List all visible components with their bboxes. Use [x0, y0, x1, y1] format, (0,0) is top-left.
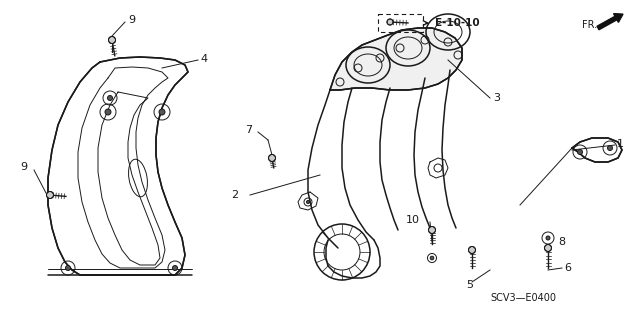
Circle shape: [546, 236, 550, 240]
Text: 1: 1: [617, 139, 624, 149]
Text: 8: 8: [558, 237, 565, 247]
Circle shape: [65, 265, 70, 271]
FancyArrow shape: [597, 14, 623, 30]
Text: 7: 7: [245, 125, 252, 135]
Bar: [378, 14, 423, 32]
Text: 10: 10: [406, 215, 420, 225]
Text: 9: 9: [128, 15, 135, 25]
Polygon shape: [330, 28, 462, 90]
Text: SCV3—E0400: SCV3—E0400: [490, 293, 556, 303]
Circle shape: [269, 154, 275, 161]
Circle shape: [429, 226, 435, 234]
Circle shape: [307, 201, 310, 204]
Circle shape: [108, 95, 113, 100]
Text: 9: 9: [20, 162, 27, 172]
Text: 4: 4: [200, 54, 207, 64]
Circle shape: [387, 19, 393, 25]
Text: 6: 6: [564, 263, 571, 273]
Circle shape: [468, 247, 476, 254]
Text: 2: 2: [231, 190, 238, 200]
Circle shape: [159, 109, 165, 115]
Circle shape: [430, 256, 434, 260]
Polygon shape: [48, 57, 188, 275]
Text: 3: 3: [493, 93, 500, 103]
Text: FR.: FR.: [582, 20, 597, 30]
Circle shape: [105, 109, 111, 115]
Text: E-10-10: E-10-10: [435, 18, 479, 28]
Circle shape: [577, 150, 582, 154]
Circle shape: [109, 36, 115, 43]
Circle shape: [173, 265, 177, 271]
Text: 5: 5: [467, 280, 474, 290]
Circle shape: [607, 145, 612, 151]
Polygon shape: [572, 138, 622, 162]
Circle shape: [47, 191, 54, 198]
Circle shape: [545, 244, 552, 251]
